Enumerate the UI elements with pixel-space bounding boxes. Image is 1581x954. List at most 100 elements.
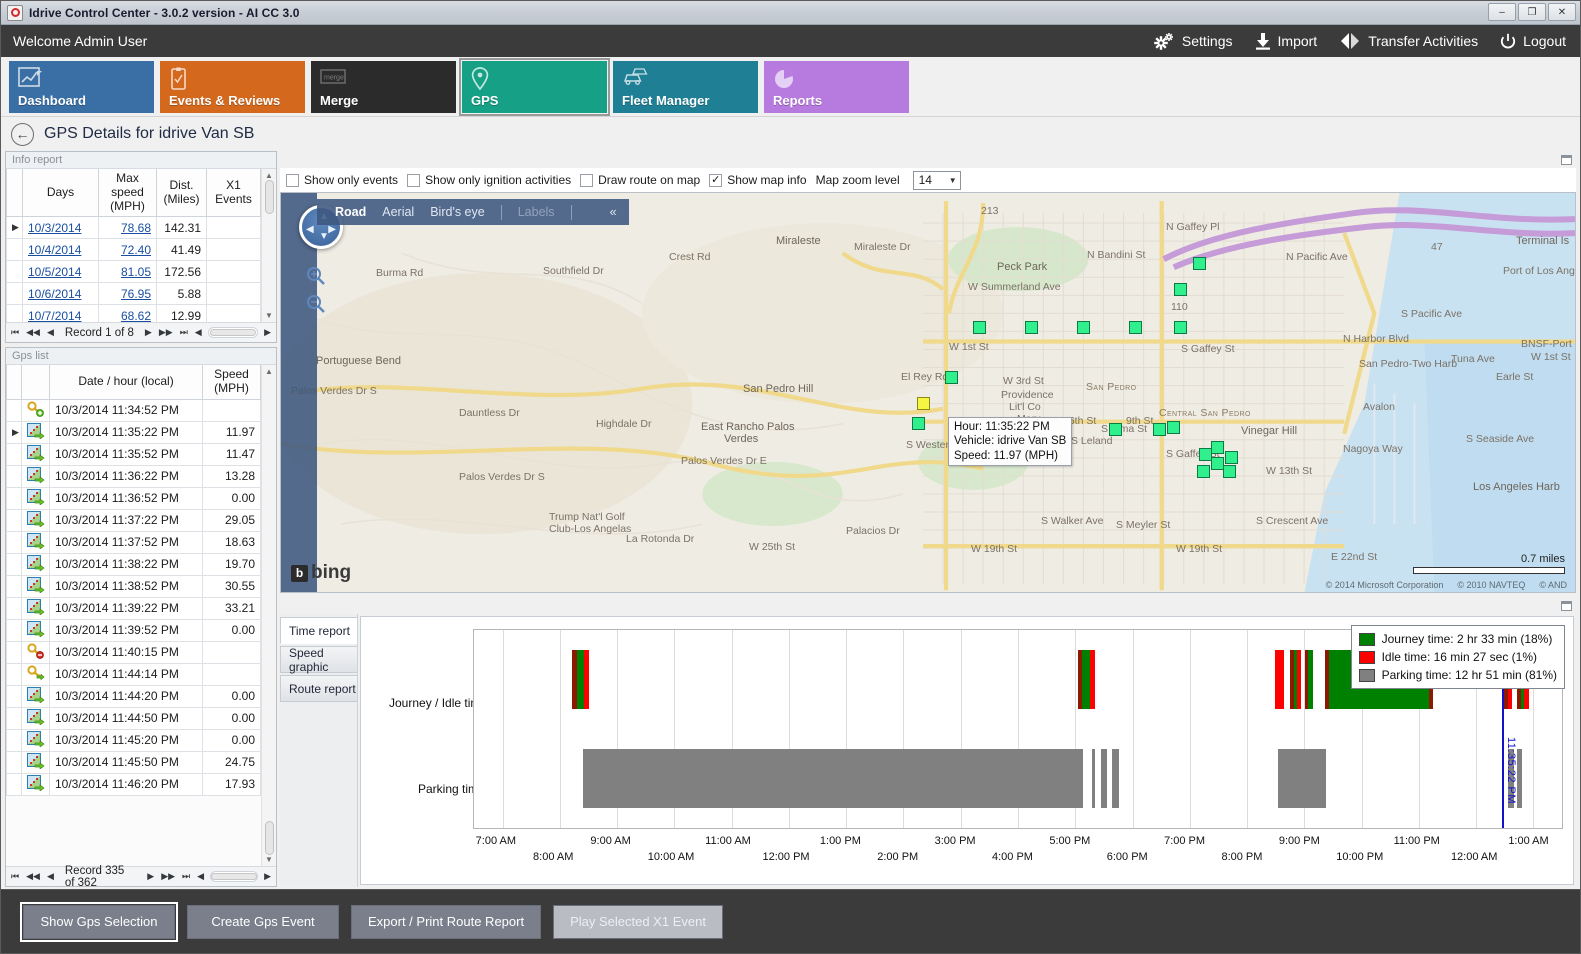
table-row[interactable]: 10/3/2014 11:37:22 PM 29.05	[6, 508, 261, 532]
table-row[interactable]: 10/3/2014 11:35:52 PM 11.47	[6, 442, 261, 466]
gps-marker[interactable]	[1223, 465, 1236, 478]
gps-marker[interactable]	[945, 371, 958, 384]
create-gps-event-button[interactable]: Create Gps Event	[187, 904, 339, 939]
hscroll-right-arrow[interactable]: ▶	[264, 871, 271, 881]
hscroll-thumb[interactable]	[211, 873, 258, 880]
scroll-up-icon[interactable]: ▲	[265, 171, 273, 180]
max-speed-link[interactable]: 81.05	[120, 264, 151, 279]
tab-speed-graphic[interactable]: Speed graphic	[280, 646, 357, 674]
table-row[interactable]: ▶ 10/3/2014 78.68 142.31	[6, 216, 261, 240]
map-style-birds-eye[interactable]: Bird's eye	[430, 205, 485, 219]
show-gps-selection-button[interactable]: Show Gps Selection	[20, 901, 178, 942]
nav-tab-fleet-manager[interactable]: Fleet Manager	[613, 61, 758, 113]
gps-marker[interactable]	[1174, 283, 1187, 296]
next-page-button[interactable]: ▶▶	[161, 871, 176, 881]
table-row[interactable]: 10/6/2014 76.95 5.88	[6, 282, 261, 306]
gps-marker-current[interactable]	[917, 397, 930, 410]
nav-tab-reports[interactable]: Reports	[764, 61, 909, 113]
gps-marker[interactable]	[1211, 441, 1224, 454]
cell-max-speed[interactable]: 76.95	[98, 282, 157, 306]
map-bar-collapse-button[interactable]: «	[609, 205, 617, 219]
cell-max-speed[interactable]: 68.62	[98, 304, 157, 322]
info-report-vertical-scrollbar[interactable]: ▲ ▼	[261, 169, 276, 322]
first-record-button[interactable]: ⏮	[11, 871, 20, 881]
cell-day[interactable]: 10/7/2014	[22, 304, 99, 322]
table-row[interactable]: 10/3/2014 11:38:52 PM 30.55	[6, 574, 261, 598]
gps-marker[interactable]	[1153, 423, 1166, 436]
info-report-scroll-area[interactable]: Days Max speed (MPH) Dist. (Miles)	[6, 169, 261, 322]
close-button[interactable]: ✕	[1548, 3, 1576, 21]
table-row[interactable]: 10/3/2014 11:39:22 PM 33.21	[6, 596, 261, 620]
max-speed-link[interactable]: 78.68	[120, 220, 151, 235]
tab-time-report[interactable]: Time report	[280, 617, 357, 644]
cell-max-speed[interactable]: 81.05	[98, 260, 157, 284]
report-restore-icon[interactable]	[1561, 600, 1572, 611]
gps-marker[interactable]	[1129, 321, 1142, 334]
gps-marker[interactable]	[1211, 457, 1224, 470]
show-map-info-checkbox[interactable]: ✓ Show map info	[709, 173, 807, 187]
draw-route-on-map-checkbox[interactable]: Draw route on map	[580, 173, 700, 187]
table-row[interactable]: 10/3/2014 11:45:50 PM 24.75	[6, 750, 261, 774]
gps-marker[interactable]	[1197, 465, 1210, 478]
prev-record-button[interactable]: ◀	[46, 871, 54, 881]
settings-button[interactable]: Settings	[1153, 32, 1233, 50]
checkbox-box[interactable]	[286, 173, 299, 187]
prev-page-button[interactable]: ◀◀	[26, 327, 40, 337]
show-only-ignition-activities-checkbox[interactable]: Show only ignition activities	[407, 173, 571, 187]
table-row[interactable]: 10/3/2014 11:34:52 PM	[6, 398, 261, 422]
gps-list-horizontal-scrollbar[interactable]	[210, 871, 259, 882]
play-selected-x1-event-button[interactable]: Play Selected X1 Event	[553, 904, 723, 939]
table-row[interactable]: 10/3/2014 11:44:20 PM 0.00	[6, 684, 261, 708]
gps-marker[interactable]	[1109, 423, 1122, 436]
day-link[interactable]: 10/7/2014	[28, 308, 82, 322]
gps-marker[interactable]	[1193, 257, 1206, 270]
day-link[interactable]: 10/5/2014	[28, 264, 82, 279]
chart-cursor-line[interactable]	[1502, 630, 1504, 828]
map-restore-icon[interactable]	[1561, 154, 1572, 165]
hscroll-thumb[interactable]	[209, 329, 256, 336]
gps-marker[interactable]	[1174, 321, 1187, 334]
info-report-days-header[interactable]: Days	[22, 169, 99, 218]
gps-marker[interactable]	[1077, 321, 1090, 334]
transfer-activities-button[interactable]: Transfer Activities	[1339, 32, 1478, 50]
zoom-out-icon[interactable]	[305, 293, 327, 315]
map-style-road[interactable]: Road	[335, 205, 367, 219]
day-link[interactable]: 10/3/2014	[28, 220, 82, 235]
table-row[interactable]: ▶ 10/3/2014 11:35:22 PM 11.97	[6, 420, 261, 444]
zoom-in-icon[interactable]	[305, 265, 327, 287]
table-row[interactable]: 10/4/2014 72.40 41.49	[6, 238, 261, 262]
table-row[interactable]: 10/3/2014 11:44:50 PM 0.00	[6, 706, 261, 730]
first-record-button[interactable]: ⏮	[11, 327, 20, 337]
last-record-button[interactable]: ⏭	[179, 327, 188, 337]
next-record-button[interactable]: ▶	[147, 871, 155, 881]
back-arrow-icon[interactable]: ←	[11, 122, 34, 146]
prev-page-button[interactable]: ◀◀	[26, 871, 40, 881]
day-link[interactable]: 10/6/2014	[28, 286, 82, 301]
max-speed-link[interactable]: 72.40	[120, 242, 151, 257]
table-row[interactable]: 10/3/2014 11:37:52 PM 18.63	[6, 530, 261, 554]
gps-marker[interactable]	[973, 321, 986, 334]
info-report-x1events-header[interactable]: X1 Events	[206, 169, 261, 218]
checkbox-box[interactable]	[407, 173, 421, 187]
table-row[interactable]: 10/3/2014 11:46:20 PM 17.93	[6, 772, 261, 796]
gps-marker[interactable]	[1225, 451, 1238, 464]
scroll-down-icon[interactable]: ▼	[265, 311, 273, 320]
table-row[interactable]: 10/3/2014 11:36:22 PM 13.28	[6, 464, 261, 488]
show-only-events-checkbox[interactable]: Show only events	[286, 173, 398, 187]
cell-max-speed[interactable]: 72.40	[98, 238, 157, 262]
maximize-button[interactable]: ❐	[1518, 3, 1546, 21]
gps-marker[interactable]	[1167, 421, 1180, 434]
hscroll-left-arrow[interactable]: ◀	[194, 327, 202, 337]
hscroll-right-arrow[interactable]: ▶	[264, 327, 271, 337]
table-row[interactable]: 10/3/2014 11:40:15 PM	[6, 640, 261, 664]
table-row[interactable]: 10/3/2014 11:45:20 PM 0.00	[6, 728, 261, 752]
checkbox-box[interactable]	[580, 173, 594, 187]
day-link[interactable]: 10/4/2014	[28, 242, 82, 257]
table-row[interactable]: 10/7/2014 68.62 12.99	[6, 304, 261, 322]
info-report-dist-header[interactable]: Dist. (Miles)	[156, 169, 207, 218]
nav-tab-events-reviews[interactable]: Events & Reviews	[160, 61, 305, 113]
logout-button[interactable]: Logout	[1500, 33, 1566, 50]
gps-marker[interactable]	[912, 417, 925, 430]
next-page-button[interactable]: ▶▶	[158, 327, 173, 337]
map-zoom-level-select[interactable]: 14 ▼	[912, 170, 961, 190]
